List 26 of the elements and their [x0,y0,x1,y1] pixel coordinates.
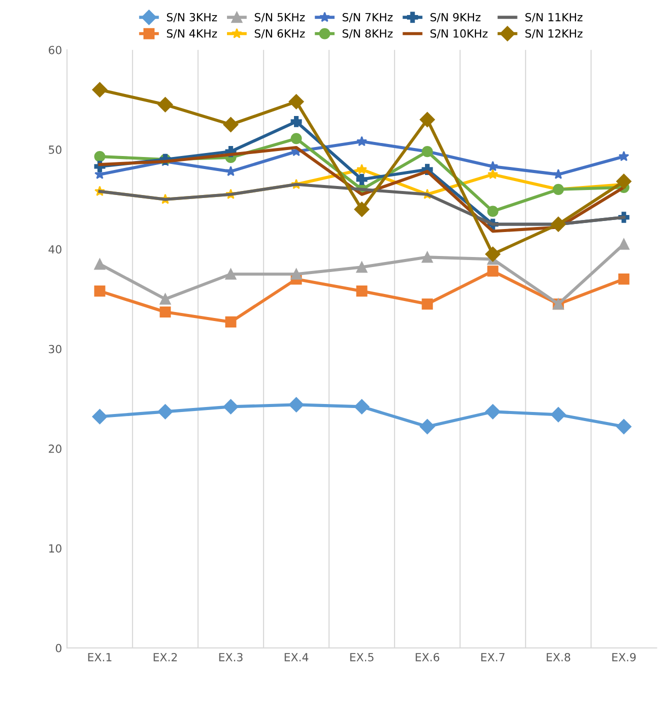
legend-label: S/N 12KHz [525,29,582,39]
y-tick-label: 30 [48,344,62,354]
x-tick-label: EX.1 [88,653,112,662]
legend-label: S/N 11KHz [525,12,582,22]
legend-label: S/N 5KHz [254,12,305,22]
y-tick-label: 60 [48,46,62,54]
x-tick-label: EX.6 [416,652,440,662]
y-tick-label: 50 [48,145,62,154]
x-tick-label: EX.5 [350,653,374,662]
legend-label: S/N 6KHz [254,29,305,39]
y-tick-label: 10 [49,544,62,553]
x-tick-label: EX.4 [284,653,308,662]
legend-label: S/N 3KHz [166,12,217,22]
legend-label: S/N 10KHz [430,29,488,39]
x-tick-label: EX.2 [154,652,177,662]
legend-label: S/N 4KHz [166,29,217,39]
x-tick-label: EX.8 [546,652,570,662]
legend-label: S/N 7KHz [342,12,393,22]
y-tick-label: 40 [48,245,62,254]
y-tick-label: 0 [56,644,62,652]
x-tick-label: EX.9 [612,652,636,662]
legend-label: S/N 9KHz [430,12,480,22]
x-tick-label: EX.3 [219,652,243,662]
x-tick-label: EX.7 [481,653,504,662]
y-tick-label: 20 [48,444,62,453]
legend-label: S/N 8KHz [342,29,393,39]
